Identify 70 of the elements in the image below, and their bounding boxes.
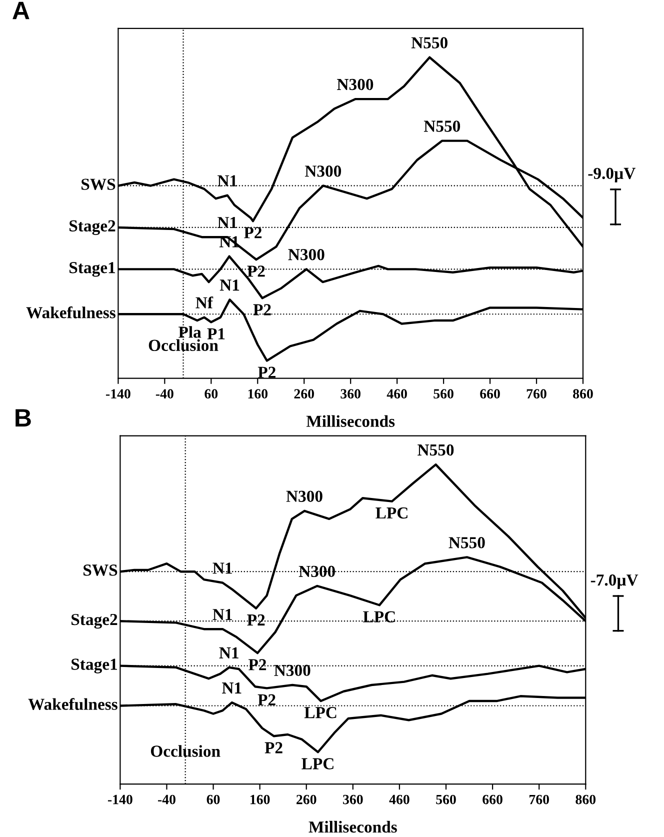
x-tick-label: 460: [386, 389, 407, 399]
x-tick-label: -40: [156, 389, 174, 399]
x-tick-label: 760: [526, 389, 546, 399]
x-tick-label: -140: [106, 389, 130, 399]
annotation: LPC: [376, 507, 408, 519]
annotation: N1: [212, 562, 232, 574]
annotation: N550: [424, 120, 460, 132]
annotation: P2: [258, 694, 276, 706]
annotation: N1: [220, 280, 240, 291]
annotation: N300: [337, 78, 374, 90]
x-tick-label: 660: [482, 794, 502, 804]
annotation: P1: [207, 328, 225, 340]
annotation: P2: [247, 266, 265, 277]
x-tick-label: 60: [206, 794, 220, 804]
annotation: P2: [264, 742, 282, 754]
annotation: N300: [304, 166, 342, 177]
x-axis-title: Milliseconds: [306, 415, 395, 427]
annotation: N1: [218, 216, 237, 228]
annotation: N300: [274, 664, 310, 676]
x-tick-label: 60: [204, 389, 218, 399]
annotation: LPC: [304, 707, 336, 718]
annotation: N300: [298, 566, 335, 578]
annotation: P2: [253, 304, 271, 316]
annotation: N550: [448, 537, 485, 548]
annotation: N300: [288, 249, 324, 260]
annotation: Nf: [196, 296, 214, 308]
annotation: P2: [248, 659, 266, 670]
annotation: Occlusion: [150, 745, 220, 757]
x-tick-label: 760: [529, 794, 549, 804]
series-label: Stage1: [70, 262, 116, 277]
x-axis-title: Milliseconds: [308, 820, 397, 833]
annotation: LPC: [302, 758, 334, 770]
series-label: Wakefulness: [28, 698, 118, 710]
x-tick-label: 360: [340, 389, 360, 399]
annotation: Occlusion: [148, 339, 218, 352]
x-tick-label: 160: [250, 794, 270, 804]
annotation: N1: [212, 608, 232, 620]
annotation: N1: [222, 682, 242, 694]
x-tick-label: 560: [434, 389, 454, 399]
annotation: N550: [418, 444, 454, 456]
series-label: Stage2: [72, 614, 118, 629]
annotation: N1: [218, 175, 237, 186]
annotation: P2: [244, 227, 262, 238]
x-tick-label: 860: [573, 389, 593, 399]
annotation: N1: [219, 647, 238, 658]
annotation: N550: [411, 37, 448, 48]
x-tick-label: 160: [248, 389, 268, 399]
chart-title: A: [12, 2, 30, 20]
x-tick-label: 660: [480, 389, 500, 399]
series-label: Wakefulness: [26, 306, 116, 318]
annotation: LPC: [363, 611, 395, 622]
annotation: N300: [286, 490, 322, 502]
annotation: P2: [247, 614, 265, 626]
series-label: SWS: [82, 178, 116, 190]
x-tick-label: 560: [436, 794, 456, 804]
x-tick-label: 260: [294, 389, 314, 399]
series-label: Stage1: [72, 658, 117, 674]
series-label: SWS: [84, 564, 118, 576]
x-tick-label: -140: [108, 794, 132, 804]
annotation: P2: [258, 366, 276, 378]
x-tick-label: 460: [389, 794, 410, 804]
x-tick-label: -40: [158, 794, 176, 804]
chart-title: B: [16, 409, 31, 426]
x-tick-label: 360: [343, 794, 363, 804]
text: -9.0µV: [588, 168, 636, 182]
text: -7.0µV: [590, 574, 638, 590]
x-tick-label: 860: [576, 794, 596, 804]
series-label: Stage2: [70, 220, 116, 236]
x-tick-label: 260: [296, 794, 316, 804]
annotation: Pla: [178, 326, 202, 338]
